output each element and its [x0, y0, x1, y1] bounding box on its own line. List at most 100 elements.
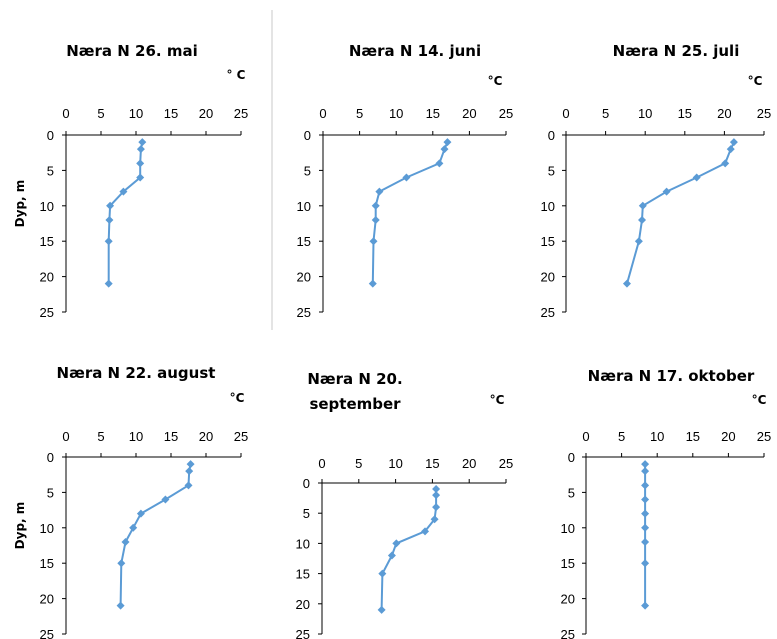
- data-point: [104, 279, 113, 288]
- data-point: [435, 159, 444, 168]
- x-tick-label: 5: [618, 429, 625, 444]
- data-point: [641, 509, 650, 518]
- x-tick-label: 0: [318, 456, 325, 471]
- data-point: [641, 601, 650, 610]
- y-tick-label: 10: [561, 521, 575, 536]
- data-point: [721, 159, 730, 168]
- data-point: [641, 495, 650, 504]
- data-point: [129, 523, 138, 532]
- chart-title: Næra N 14. juni: [349, 42, 481, 60]
- data-point: [692, 173, 701, 182]
- y-tick-label: 15: [296, 567, 310, 582]
- y-tick-label: 20: [297, 270, 311, 285]
- series-line: [119, 463, 192, 606]
- chart-panel-6: Næra N 17. oktober °C 0 5 10 15 20 25 0 5 10 15 20 25: [561, 367, 772, 639]
- x-tick-label: 25: [234, 429, 248, 444]
- data-point: [662, 187, 671, 196]
- data-point: [641, 559, 650, 568]
- unit-label: °C: [230, 391, 245, 405]
- data-point: [387, 551, 396, 560]
- y-tick-label: 25: [541, 305, 555, 320]
- data-point: [432, 503, 441, 512]
- data-point: [106, 201, 115, 210]
- series-line: [626, 141, 735, 284]
- y-tick-label: 15: [541, 234, 555, 249]
- chart-panel-2: Næra N 14. juni °C 0 5 10 15 20 25 0 5 10 15 20 25: [297, 42, 514, 320]
- x-tick-label: 10: [129, 106, 143, 121]
- y-tick-label: 5: [568, 485, 575, 500]
- y-tick-label: 5: [548, 163, 555, 178]
- data-point: [402, 173, 411, 182]
- x-tick-label: 15: [678, 106, 692, 121]
- data-point: [443, 138, 452, 147]
- data-point: [729, 138, 738, 147]
- series-line: [380, 489, 438, 610]
- x-tick-label: 10: [638, 106, 652, 121]
- unit-label: °C: [488, 74, 503, 88]
- x-tick-label: 15: [425, 456, 439, 471]
- x-tick-label: 15: [686, 429, 700, 444]
- chart-title: Næra N 17. oktober: [588, 367, 755, 385]
- x-tick-label: 15: [164, 106, 178, 121]
- unit-label: °C: [752, 393, 767, 407]
- chart-panel-5: Næra N 20. september °C 0 5 10 15 20 25 0 5 10 15 20 2…: [296, 370, 514, 639]
- y-tick-label: 5: [47, 163, 54, 178]
- data-point: [136, 159, 145, 168]
- x-tick-label: 25: [757, 429, 771, 444]
- data-point: [105, 215, 114, 224]
- data-point: [638, 201, 647, 210]
- data-point: [186, 460, 195, 469]
- chart-panel-3: Næra N 25. juli °C 0 5 10 15 20 25 0 5 10 15 20 25: [541, 42, 772, 320]
- chart-title: Næra N 25. juli: [613, 42, 740, 60]
- y-tick-label: 25: [40, 627, 54, 639]
- y-tick-label: 0: [47, 128, 54, 143]
- x-tick-label: 20: [462, 106, 476, 121]
- chart-title: september: [309, 395, 401, 413]
- y-tick-label: 10: [541, 199, 555, 214]
- data-point: [641, 537, 650, 546]
- x-tick-label: 0: [319, 106, 326, 121]
- x-tick-label: 5: [97, 429, 104, 444]
- x-tick-label: 25: [499, 456, 513, 471]
- data-point: [184, 481, 193, 490]
- y-tick-label: 15: [40, 234, 54, 249]
- x-tick-label: 10: [129, 429, 143, 444]
- x-tick-label: 25: [499, 106, 513, 121]
- y-tick-label: 20: [541, 270, 555, 285]
- data-point: [121, 537, 130, 546]
- y-axis-title: Dyp, m: [13, 502, 27, 550]
- unit-label: °C: [748, 74, 763, 88]
- x-tick-label: 5: [97, 106, 104, 121]
- y-tick-label: 10: [297, 199, 311, 214]
- data-point: [138, 138, 147, 147]
- y-tick-label: 20: [40, 270, 54, 285]
- x-tick-label: 15: [164, 429, 178, 444]
- data-point: [641, 460, 650, 469]
- data-point: [117, 559, 126, 568]
- y-tick-label: 5: [47, 485, 54, 500]
- data-point: [116, 601, 125, 610]
- y-tick-label: 10: [296, 536, 310, 551]
- data-point: [136, 509, 145, 518]
- x-tick-label: 25: [757, 106, 771, 121]
- x-tick-label: 20: [721, 429, 735, 444]
- y-tick-label: 0: [47, 450, 54, 465]
- data-point: [369, 237, 378, 246]
- x-tick-label: 5: [602, 106, 609, 121]
- chart-title: Næra N 20.: [307, 370, 402, 388]
- data-point: [432, 485, 441, 494]
- chart-title: Næra N 22. august: [57, 364, 216, 382]
- chart-panel-4: Næra N 22. august °C 0 5 10 15 20 25 0 5 10 15 20 25 D…: [13, 364, 248, 639]
- chart-title: Næra N 26. mai: [66, 42, 197, 60]
- x-tick-label: 0: [62, 429, 69, 444]
- y-tick-label: 15: [40, 556, 54, 571]
- y-tick-label: 0: [304, 128, 311, 143]
- y-tick-label: 25: [297, 305, 311, 320]
- data-point: [440, 145, 449, 154]
- y-tick-label: 10: [40, 521, 54, 536]
- x-tick-label: 0: [582, 429, 589, 444]
- y-tick-label: 20: [561, 592, 575, 607]
- chart-panel-1: Næra N 26. mai ° C 0 5 10 15 20 25 0 5 10 15 20 25 Dyp…: [13, 42, 248, 320]
- data-point: [371, 215, 380, 224]
